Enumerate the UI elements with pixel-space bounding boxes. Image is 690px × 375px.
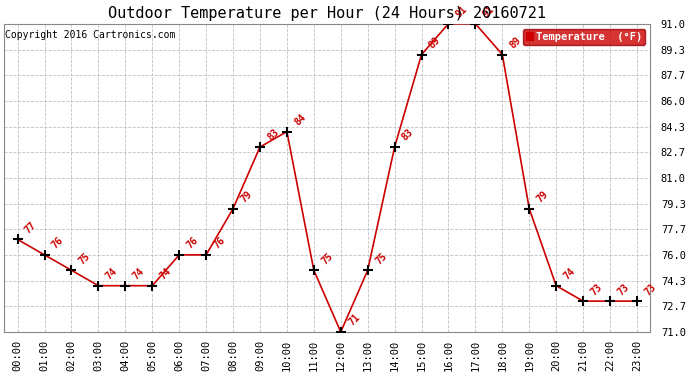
Text: 75: 75 [373,251,388,266]
Text: 75: 75 [319,251,335,266]
Text: 74: 74 [158,266,173,282]
Text: 74: 74 [131,266,146,282]
Text: 83: 83 [266,128,281,143]
Text: 91: 91 [481,4,496,20]
Text: 73: 73 [589,282,604,297]
Text: 84: 84 [293,112,308,128]
Legend: Temperature  (°F): Temperature (°F) [523,29,645,45]
Text: 77: 77 [23,220,39,235]
Title: Outdoor Temperature per Hour (24 Hours) 20160721: Outdoor Temperature per Hour (24 Hours) … [108,6,546,21]
Text: 91: 91 [454,4,469,20]
Text: 83: 83 [400,128,415,143]
Text: 74: 74 [562,266,577,282]
Text: Copyright 2016 Cartronics.com: Copyright 2016 Cartronics.com [6,30,176,40]
Text: 76: 76 [50,236,66,251]
Text: 73: 73 [615,282,631,297]
Text: 74: 74 [104,266,119,282]
Text: 71: 71 [346,312,362,328]
Text: 73: 73 [642,282,658,297]
Text: 76: 76 [212,236,227,251]
Text: 76: 76 [185,236,200,251]
Text: 79: 79 [239,189,254,204]
Text: 89: 89 [508,35,523,50]
Text: 79: 79 [535,189,550,204]
Text: 75: 75 [77,251,92,266]
Text: 89: 89 [427,35,442,50]
